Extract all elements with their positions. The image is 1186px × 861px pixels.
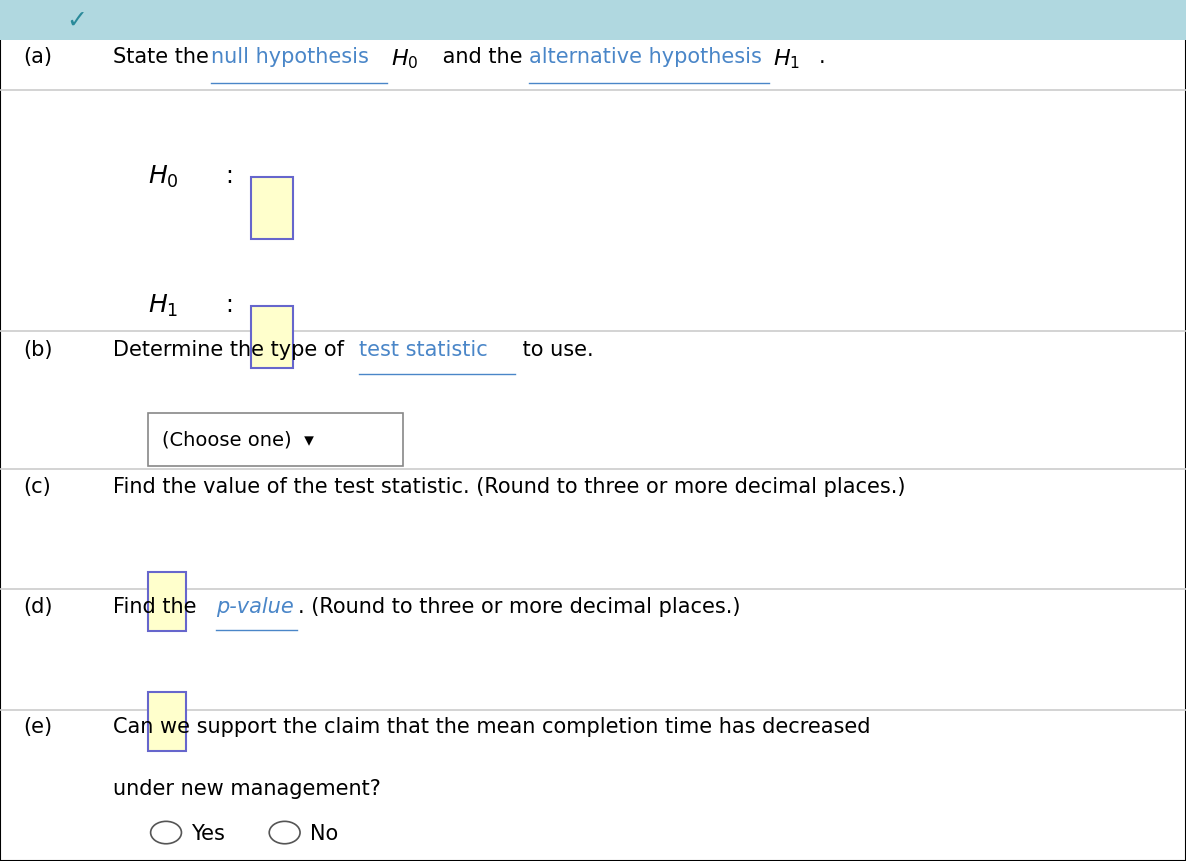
Text: (a): (a) <box>24 47 52 67</box>
FancyBboxPatch shape <box>148 692 186 751</box>
Text: .: . <box>818 47 825 67</box>
FancyBboxPatch shape <box>148 413 403 467</box>
Text: . (Round to three or more decimal places.): . (Round to three or more decimal places… <box>298 596 740 616</box>
Text: Yes: Yes <box>191 822 225 843</box>
Text: under new management?: under new management? <box>113 778 381 798</box>
Text: Determine the type of: Determine the type of <box>113 340 350 360</box>
Text: (e): (e) <box>24 716 53 736</box>
Text: null hypothesis: null hypothesis <box>211 47 369 67</box>
Text: $H_0$: $H_0$ <box>148 164 179 189</box>
Circle shape <box>151 821 181 844</box>
Text: and the: and the <box>436 47 530 67</box>
Text: Find the value of the test statistic. (Round to three or more decimal places.): Find the value of the test statistic. (R… <box>113 476 905 496</box>
FancyBboxPatch shape <box>148 573 186 631</box>
Text: :: : <box>225 293 234 317</box>
Text: p-value: p-value <box>216 596 294 616</box>
Text: :: : <box>225 164 234 188</box>
Text: $H_0$: $H_0$ <box>391 47 419 71</box>
Text: to use.: to use. <box>516 340 593 360</box>
Text: test statistic: test statistic <box>359 340 489 360</box>
Text: State the: State the <box>113 47 215 67</box>
Text: Can we support the claim that the mean completion time has decreased: Can we support the claim that the mean c… <box>113 716 871 736</box>
Circle shape <box>269 821 300 844</box>
Text: No: No <box>310 822 338 843</box>
FancyBboxPatch shape <box>0 0 1186 41</box>
FancyBboxPatch shape <box>251 307 293 369</box>
Text: (c): (c) <box>24 476 51 496</box>
FancyBboxPatch shape <box>251 177 293 239</box>
Text: (Choose one)  ▾: (Choose one) ▾ <box>162 430 314 449</box>
Text: (d): (d) <box>24 596 53 616</box>
Text: $H_1$: $H_1$ <box>148 293 179 319</box>
Text: Find the: Find the <box>113 596 203 616</box>
Text: ✓: ✓ <box>66 9 88 33</box>
Text: alternative hypothesis: alternative hypothesis <box>529 47 761 67</box>
Text: (b): (b) <box>24 340 53 360</box>
Text: $H_1$: $H_1$ <box>773 47 801 71</box>
